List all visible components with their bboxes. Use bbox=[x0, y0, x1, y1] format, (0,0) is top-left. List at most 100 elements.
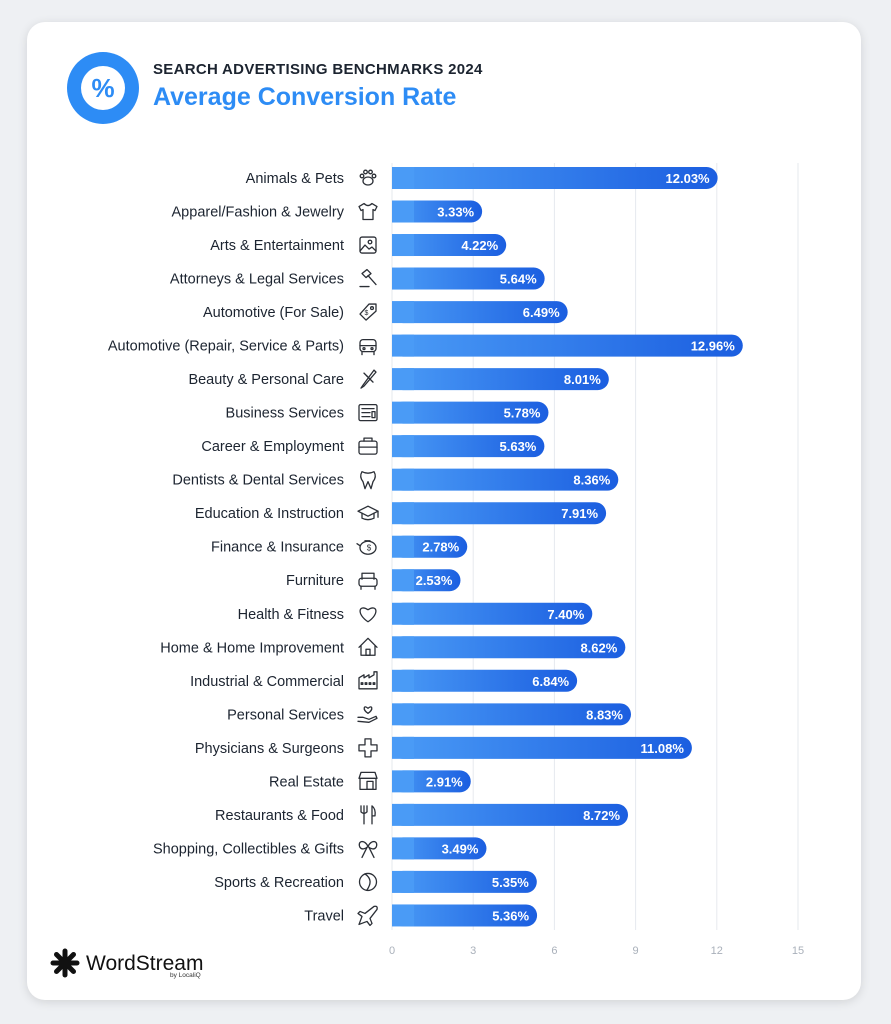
brush-icon bbox=[360, 369, 377, 389]
bar-value-label: 8.72% bbox=[583, 808, 620, 823]
x-tick-label: 15 bbox=[792, 945, 804, 957]
category-label: Animals & Pets bbox=[246, 171, 344, 187]
bar-left-cap bbox=[392, 837, 414, 860]
bar-value-label: 5.78% bbox=[504, 406, 541, 421]
bar-value-label: 2.91% bbox=[426, 774, 463, 789]
bar-value-label: 8.36% bbox=[573, 473, 610, 488]
category-label: Attorneys & Legal Services bbox=[170, 272, 344, 288]
bar-left-cap bbox=[392, 669, 414, 692]
bar-left-cap bbox=[392, 368, 414, 391]
wordstream-star-icon bbox=[50, 948, 80, 978]
bar-value-label: 8.83% bbox=[586, 707, 623, 722]
x-tick-label: 0 bbox=[389, 945, 395, 957]
bar-value-label: 8.01% bbox=[564, 372, 601, 387]
document-icon bbox=[358, 403, 378, 422]
wordstream-logo: WordStream bbox=[50, 948, 203, 978]
category-label: Real Estate bbox=[269, 774, 344, 790]
bar bbox=[392, 736, 692, 759]
bar bbox=[392, 803, 629, 826]
brand-sub: by LocaliQ bbox=[170, 972, 201, 979]
bar-left-cap bbox=[392, 535, 414, 558]
bar-value-label: 3.33% bbox=[437, 205, 474, 220]
category-label: Automotive (Repair, Service & Parts) bbox=[108, 339, 344, 355]
bar bbox=[392, 636, 626, 659]
airplane-icon bbox=[357, 905, 378, 927]
bar-value-label: 7.91% bbox=[561, 506, 598, 521]
bar-left-cap bbox=[392, 234, 414, 257]
medical-cross-icon bbox=[358, 738, 378, 758]
bar-value-label: 6.49% bbox=[523, 305, 560, 320]
picture-icon bbox=[359, 236, 377, 254]
bar bbox=[392, 167, 718, 189]
bar-value-label: 4.22% bbox=[461, 238, 498, 253]
bar-left-cap bbox=[392, 770, 414, 793]
bar-value-label: 12.03% bbox=[666, 171, 711, 186]
bar bbox=[392, 401, 549, 424]
x-tick-label: 3 bbox=[470, 945, 476, 957]
ball-icon bbox=[358, 872, 378, 892]
bar-left-cap bbox=[392, 602, 414, 625]
bar-value-label: 5.64% bbox=[500, 272, 537, 287]
chart-subtitle: SEARCH ADVERTISING BENCHMARKS 2024 bbox=[153, 61, 483, 78]
bar-left-cap bbox=[392, 636, 414, 659]
bar bbox=[392, 468, 619, 491]
category-label: Beauty & Personal Care bbox=[188, 372, 344, 388]
bar-left-cap bbox=[392, 703, 414, 726]
bar-left-cap bbox=[392, 569, 414, 592]
brand-name: WordStream bbox=[86, 951, 204, 975]
category-label: Furniture bbox=[286, 573, 344, 589]
category-label: Career & Employment bbox=[201, 439, 344, 455]
bar-left-cap bbox=[392, 904, 414, 927]
bar bbox=[392, 200, 483, 223]
armchair-icon bbox=[358, 572, 378, 590]
bar bbox=[392, 669, 578, 692]
bar-value-label: 5.63% bbox=[500, 439, 537, 454]
bar-left-cap bbox=[392, 435, 414, 458]
tag-icon: $ bbox=[359, 303, 377, 321]
bar bbox=[392, 502, 607, 525]
category-label: Industrial & Commercial bbox=[190, 674, 344, 690]
bar-left-cap bbox=[392, 736, 414, 759]
bar bbox=[392, 703, 631, 726]
x-tick-label: 6 bbox=[551, 945, 557, 957]
bar bbox=[392, 435, 545, 458]
category-label: Business Services bbox=[226, 406, 344, 422]
bar-value-label: 5.35% bbox=[492, 875, 529, 890]
category-label: Education & Instruction bbox=[195, 506, 344, 522]
bar-value-label: 8.62% bbox=[580, 640, 617, 655]
briefcase-icon bbox=[358, 437, 378, 455]
category-label: Restaurants & Food bbox=[215, 808, 344, 824]
gift-bow-icon bbox=[358, 840, 378, 859]
bar-left-cap bbox=[392, 468, 414, 491]
bar-left-cap bbox=[392, 301, 414, 324]
bar bbox=[392, 301, 568, 324]
bar-value-label: 2.53% bbox=[416, 573, 453, 588]
category-label: Shopping, Collectibles & Gifts bbox=[153, 841, 344, 857]
bar-left-cap bbox=[392, 267, 414, 290]
bar-value-label: 6.84% bbox=[532, 674, 569, 689]
bar-value-label: 7.40% bbox=[547, 607, 584, 622]
fork-knife-icon bbox=[360, 805, 376, 825]
category-label: Personal Services bbox=[227, 707, 344, 723]
bar-left-cap bbox=[392, 401, 414, 424]
graduation-cap-icon bbox=[357, 505, 379, 521]
svg-text:$: $ bbox=[367, 544, 372, 553]
bar-left-cap bbox=[392, 167, 414, 189]
bar bbox=[392, 267, 545, 290]
bar-left-cap bbox=[392, 803, 414, 826]
house-icon bbox=[358, 637, 378, 656]
category-label: Apparel/Fashion & Jewelry bbox=[172, 205, 345, 221]
storefront-icon bbox=[358, 771, 378, 791]
piggy-bank-icon: $ bbox=[356, 540, 377, 555]
bar bbox=[392, 904, 538, 927]
chart-title: Average Conversion Rate bbox=[153, 83, 457, 111]
car-icon bbox=[359, 338, 377, 356]
category-label: Travel bbox=[304, 908, 344, 924]
category-label: Physicians & Surgeons bbox=[195, 741, 344, 757]
bar bbox=[392, 837, 487, 860]
category-label: Sports & Recreation bbox=[214, 875, 344, 891]
bar bbox=[392, 870, 537, 893]
category-label: Automotive (For Sale) bbox=[203, 305, 344, 321]
tooth-icon bbox=[360, 471, 376, 490]
